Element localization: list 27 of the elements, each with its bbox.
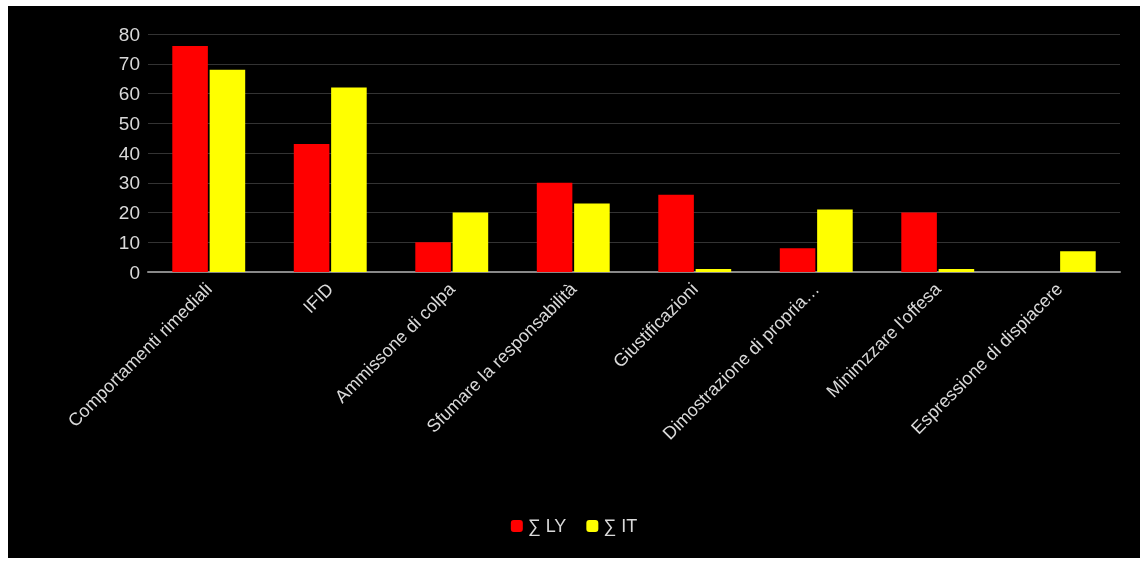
bar: [415, 242, 451, 272]
y-tick-label: 70: [118, 53, 140, 75]
y-tick-label: 30: [118, 172, 140, 194]
bar: [293, 144, 330, 272]
bar: [817, 209, 853, 272]
bar: [1060, 251, 1096, 272]
bar: [209, 69, 246, 272]
bar: [779, 248, 816, 272]
bar: [574, 203, 610, 272]
y-tick-label: 10: [118, 231, 140, 253]
legend-label: ∑ IT: [603, 516, 638, 536]
bar: [536, 182, 573, 272]
bar: [938, 269, 975, 272]
y-tick-label: 50: [118, 112, 140, 134]
y-tick-label: 80: [118, 23, 140, 45]
y-tick-label: 20: [118, 202, 140, 223]
y-tick-label: 60: [118, 83, 140, 104]
bar: [452, 212, 489, 272]
bar: [901, 212, 937, 272]
x-tick-label: IFID: [299, 278, 338, 318]
y-tick-label: 40: [118, 142, 140, 164]
y-tick-label: 0: [129, 261, 140, 283]
bar: [658, 194, 694, 272]
bar: [695, 269, 732, 272]
bar: [172, 45, 208, 272]
legend-label: ∑ LY: [527, 516, 567, 536]
bar: [331, 87, 367, 272]
